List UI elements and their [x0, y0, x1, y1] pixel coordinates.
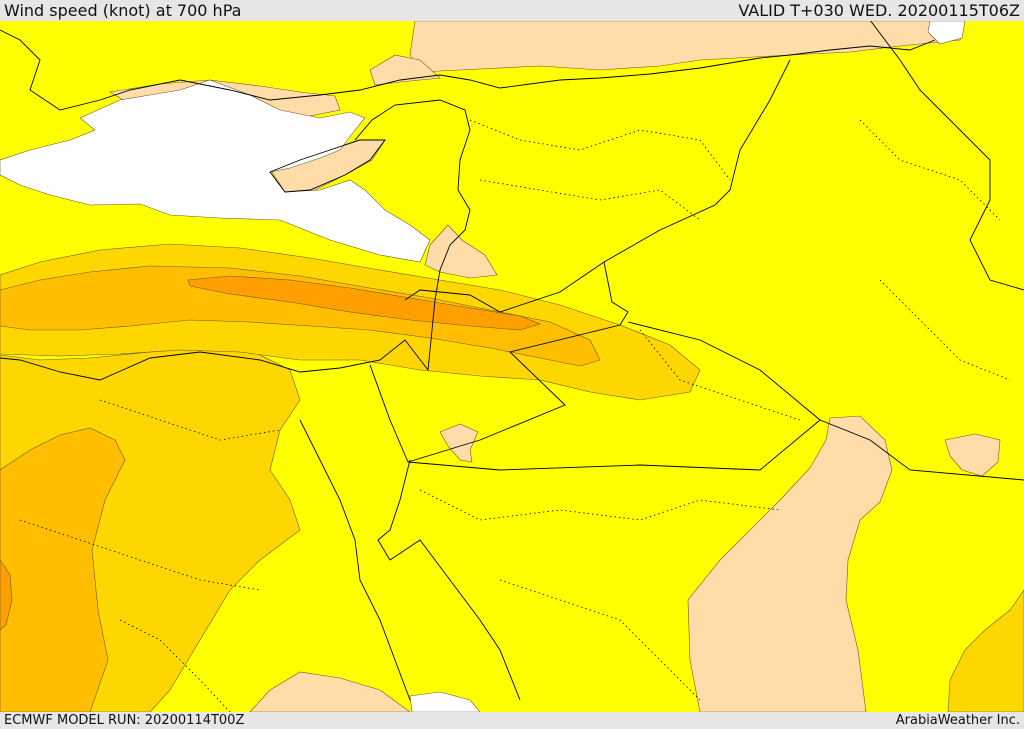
- country-borders: [369, 21, 1024, 481]
- map-title: Wind speed (knot) at 700 hPa: [4, 1, 242, 20]
- coastlines: [0, 29, 936, 701]
- sea-patch-south: [409, 691, 481, 712]
- title-bar: Wind speed (knot) at 700 hPa VALID T+030…: [0, 0, 1024, 21]
- province-borders: [19, 119, 1011, 712]
- wind-band-orange-core: [187, 275, 541, 331]
- footer-bar: ECMWF MODEL RUN: 20200114T00Z ArabiaWeat…: [0, 712, 1024, 729]
- sea-patch-north: [927, 21, 966, 45]
- wind-band-light-sinai-blob: [439, 423, 479, 463]
- credit-text: ArabiaWeather Inc.: [895, 713, 1020, 728]
- wind-band-light-arabia: [687, 415, 893, 712]
- wind-band-deep-orange-edge: [0, 559, 13, 631]
- wind-band-light-iraq-blob: [944, 433, 1001, 477]
- wind-band-light-egypt-south: [249, 671, 411, 712]
- wind-band-light-levant: [424, 224, 498, 279]
- wind-speed-map[interactable]: [0, 21, 1024, 712]
- wind-band-orange-light-jet: [0, 265, 601, 367]
- model-run: ECMWF MODEL RUN: 20200114T00Z: [4, 713, 245, 728]
- wind-band-gold-arabia-east: [947, 589, 1024, 712]
- map-canvas: [0, 21, 1024, 712]
- valid-time: VALID T+030 WED. 20200115T06Z: [738, 1, 1020, 20]
- mediterranean-sea-blank: [0, 79, 431, 263]
- wind-band-orange-light-egypt: [0, 427, 126, 712]
